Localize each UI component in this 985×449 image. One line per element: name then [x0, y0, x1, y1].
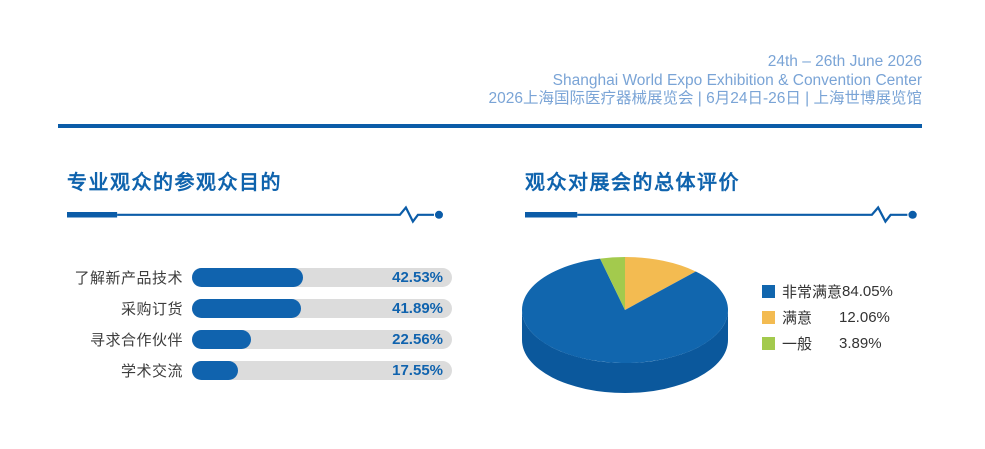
- visit-purpose-section: 专业观众的参观众目的 了解新产品技术 42.53% 采购订货 41.89% 寻求合作伙伴…: [67, 170, 452, 410]
- ecg-pulse-divider-icon: [67, 205, 443, 224]
- bar-row: 学术交流 17.55%: [67, 361, 457, 380]
- header-divider: [58, 124, 922, 128]
- pie-slice: [522, 258, 728, 363]
- bar-value-label: 42.53%: [392, 269, 443, 286]
- bar-row: 了解新产品技术 42.53%: [67, 268, 457, 287]
- section-title-overall-rating: 观众对展会的总体评价: [525, 172, 740, 194]
- event-venue-en: Shanghai World Expo Exhibition & Convent…: [552, 71, 922, 89]
- legend-swatch-icon: [762, 285, 775, 298]
- overall-rating-section: 观众对展会的总体评价 非常满意 84.05% 满意 12.06% 一般 3.89%: [522, 170, 922, 410]
- legend-value: 84.05%: [842, 283, 893, 300]
- pie-slice: [625, 257, 696, 310]
- bar-fill: [192, 299, 301, 318]
- bar-row: 寻求合作伙伴 22.56%: [67, 330, 457, 349]
- legend-swatch-icon: [762, 311, 775, 324]
- legend-item: 满意 12.06%: [762, 309, 893, 327]
- bar-category-label: 采购订货: [120, 301, 183, 318]
- legend-value: 12.06%: [839, 309, 890, 326]
- bar-value-label: 17.55%: [392, 362, 443, 379]
- bar-chart: 了解新产品技术 42.53% 采购订货 41.89% 寻求合作伙伴 22.56% 学术交流 1…: [67, 268, 457, 392]
- bar-category-label: 寻求合作伙伴: [89, 332, 183, 349]
- pie-chart: [522, 257, 728, 393]
- bar-value-label: 41.89%: [392, 300, 443, 317]
- legend-value: 3.89%: [839, 335, 882, 352]
- bar-category-label: 学术交流: [120, 363, 183, 380]
- bar-track: 17.55%: [192, 361, 452, 380]
- bar-row: 采购订货 41.89%: [67, 299, 457, 318]
- legend-swatch-icon: [762, 337, 775, 350]
- bar-fill: [192, 330, 251, 349]
- bar-value-label: 22.56%: [392, 331, 443, 348]
- legend-label: 一般: [782, 336, 813, 353]
- event-header: 24th – 26th June 2026 Shanghai World Exp…: [488, 53, 922, 109]
- legend-item: 一般 3.89%: [762, 335, 893, 353]
- section-title-visit-purpose: 专业观众的参观众目的: [67, 172, 282, 194]
- event-dates: 24th – 26th June 2026: [767, 53, 922, 70]
- bar-track: 22.56%: [192, 330, 452, 349]
- legend-item: 非常满意 84.05%: [762, 283, 893, 301]
- bar-fill: [192, 268, 303, 287]
- event-title-cn: 2026上海国际医疗器械展览会 | 6月24日-26日 | 上海世博展览馆: [488, 90, 922, 107]
- pie-legend: 非常满意 84.05% 满意 12.06% 一般 3.89%: [762, 283, 893, 361]
- ecg-pulse-divider-icon: [525, 205, 917, 224]
- pie-side-wall: [522, 310, 728, 393]
- pie-slice: [600, 257, 625, 310]
- bar-category-label: 了解新产品技术: [74, 270, 183, 287]
- bar-track: 41.89%: [192, 299, 452, 318]
- bar-track: 42.53%: [192, 268, 452, 287]
- legend-label: 非常满意: [782, 284, 843, 301]
- bar-fill: [192, 361, 238, 380]
- legend-label: 满意: [782, 310, 813, 327]
